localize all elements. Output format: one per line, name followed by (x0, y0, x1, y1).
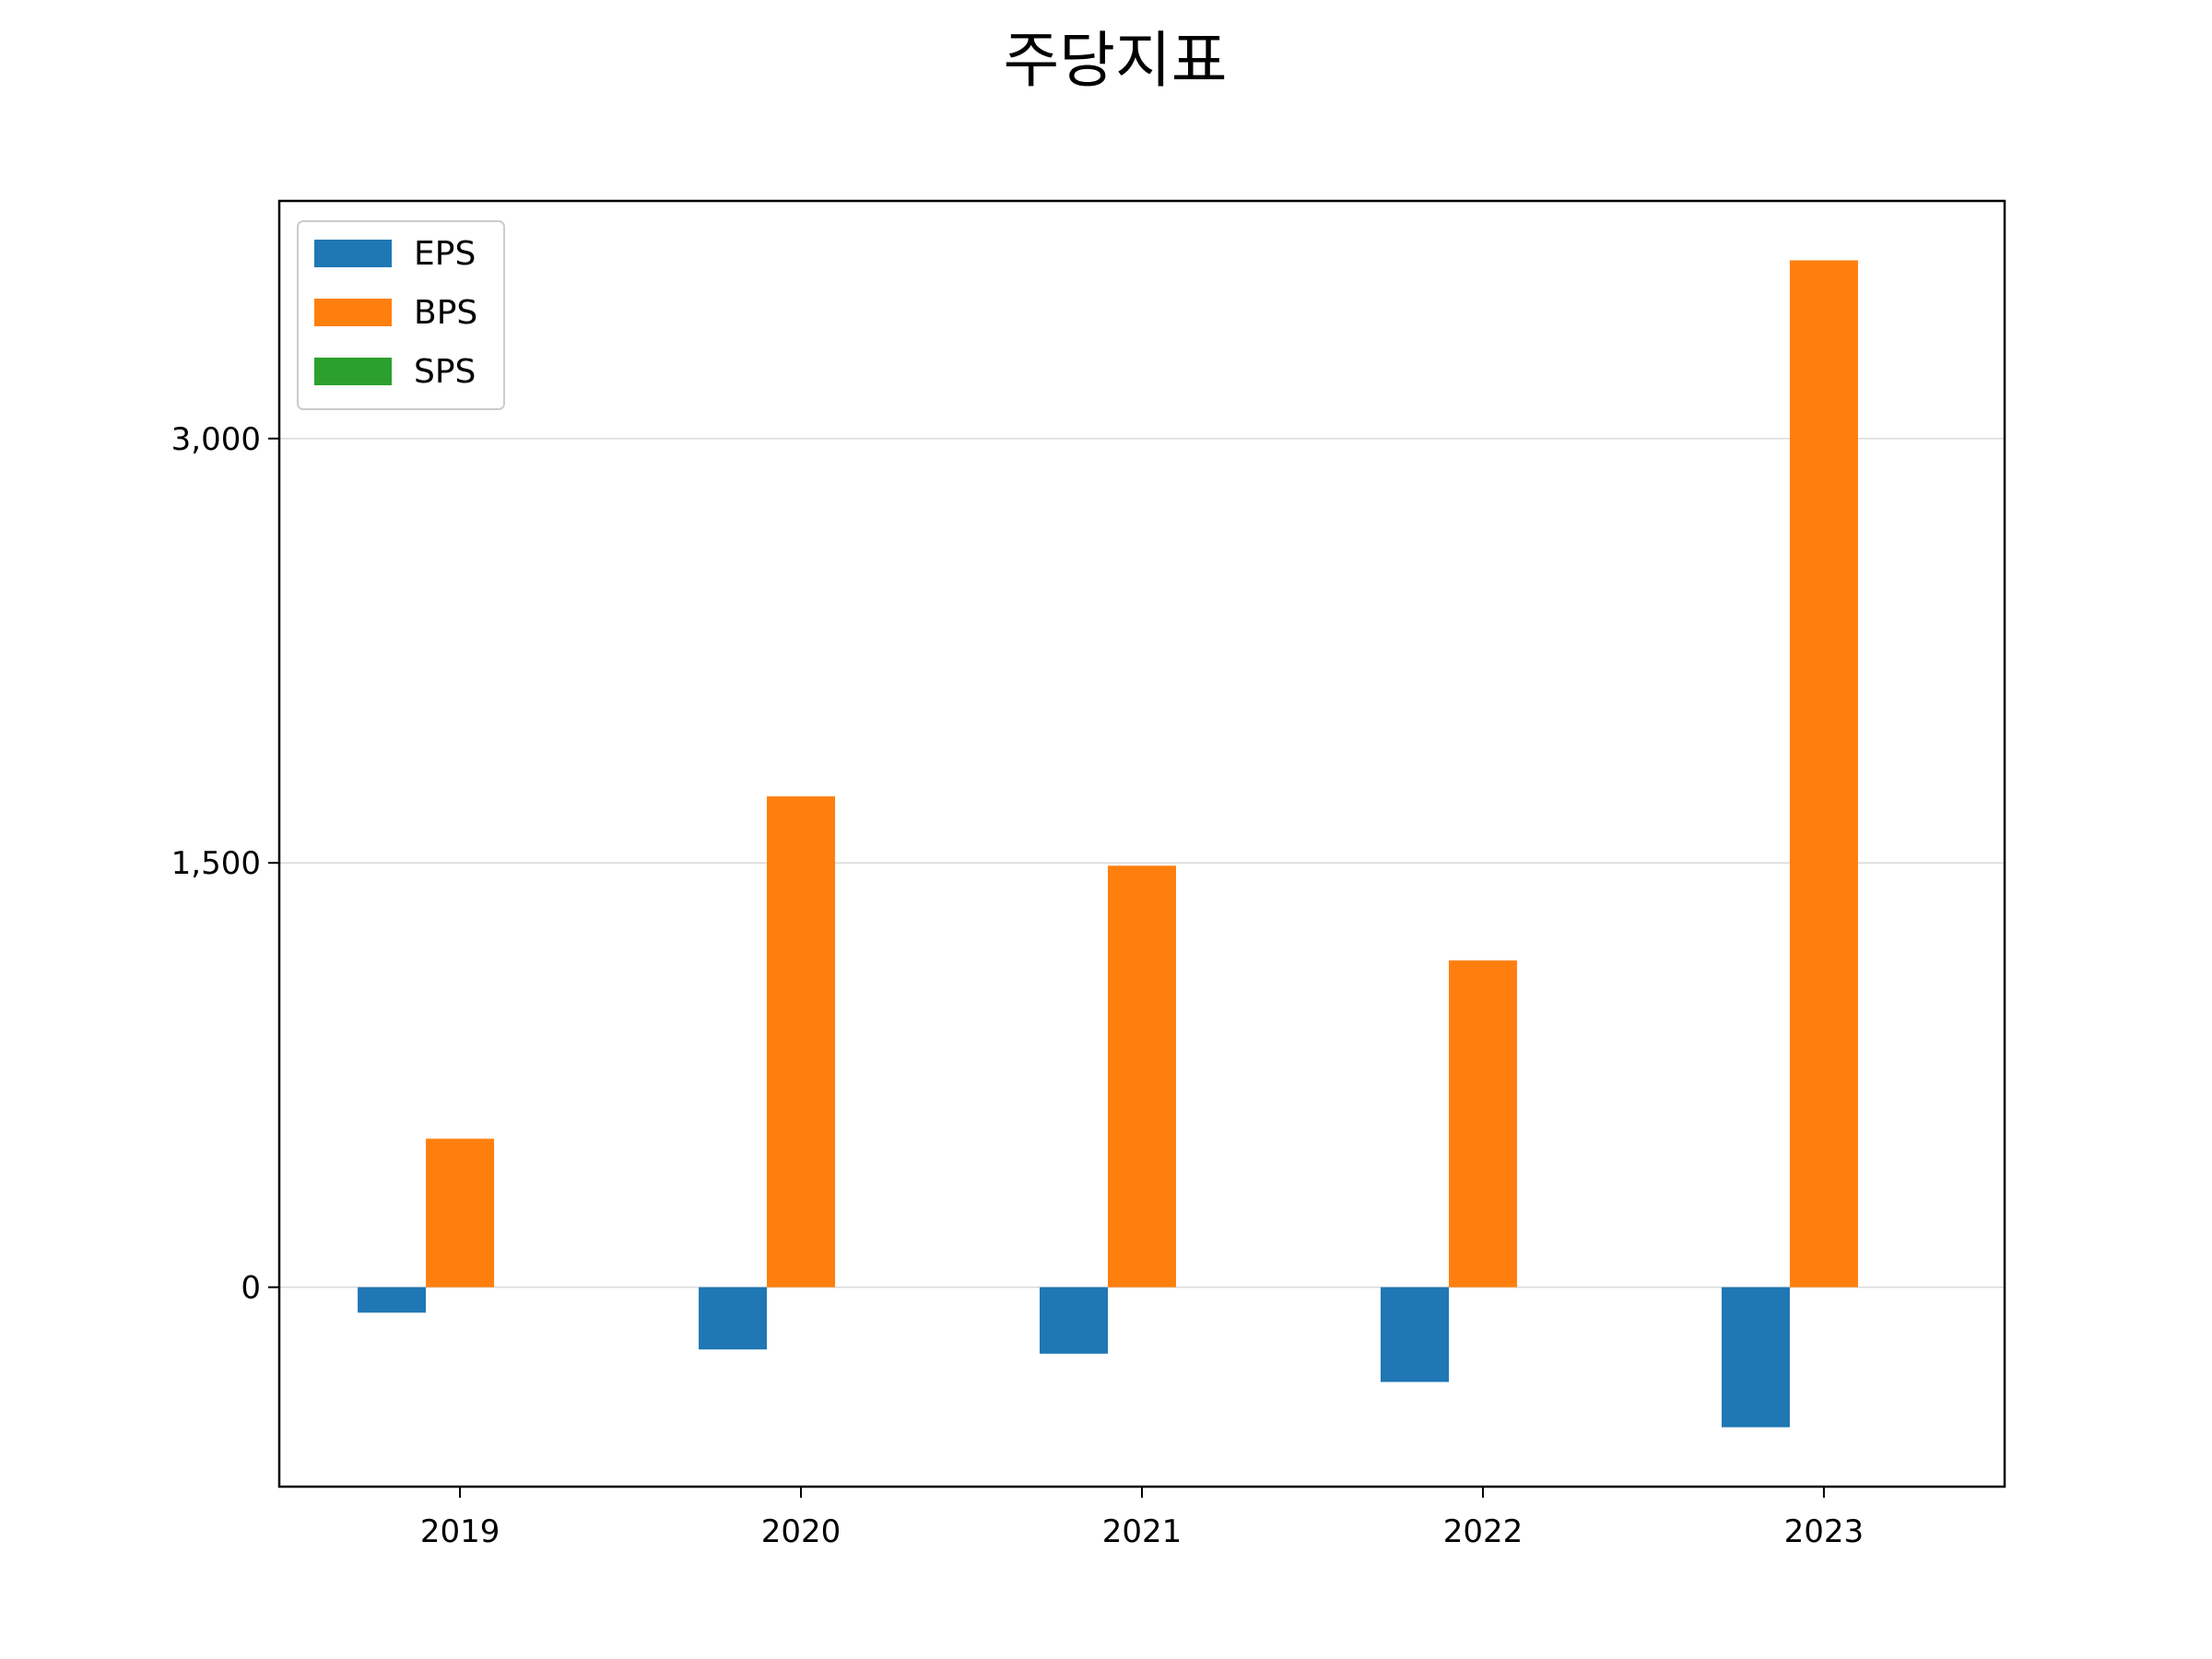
bar-bps (426, 1138, 495, 1288)
x-tick-label: 2023 (1784, 1513, 1865, 1550)
legend-swatch-eps (314, 240, 392, 267)
x-tick-label: 2019 (420, 1513, 500, 1550)
bar-eps (1721, 1287, 1790, 1428)
bar-bps (1789, 260, 1858, 1288)
bar-eps (1380, 1287, 1449, 1382)
grid-lines (279, 438, 2005, 1288)
y-tick-label: 1,500 (171, 845, 261, 882)
legend-swatch-sps (314, 358, 392, 385)
legend-swatch-bps (314, 299, 392, 326)
x-tick-label: 2021 (1102, 1513, 1182, 1550)
legend-label-sps: SPS (414, 353, 476, 391)
bar-eps (699, 1287, 768, 1350)
legend[interactable]: EPS BPS SPS (297, 220, 505, 410)
bar-eps (1040, 1287, 1109, 1354)
y-tick-label: 0 (241, 1270, 261, 1307)
legend-label-eps: EPS (414, 235, 476, 273)
x-tick-label: 2022 (1443, 1513, 1524, 1550)
bars (358, 260, 1858, 1428)
bar-bps (1108, 865, 1176, 1288)
bar-eps (358, 1287, 427, 1313)
legend-label-bps: BPS (414, 294, 477, 332)
axes: 0 1,500 3,000 2019 2020 2021 2022 2023 (171, 421, 1865, 1550)
x-tick-label: 2020 (761, 1513, 841, 1550)
y-tick-label: 3,000 (171, 421, 261, 458)
bar-bps (1448, 960, 1517, 1288)
bar-bps (767, 796, 836, 1288)
chart-title: 주당지표 (1004, 25, 1228, 96)
